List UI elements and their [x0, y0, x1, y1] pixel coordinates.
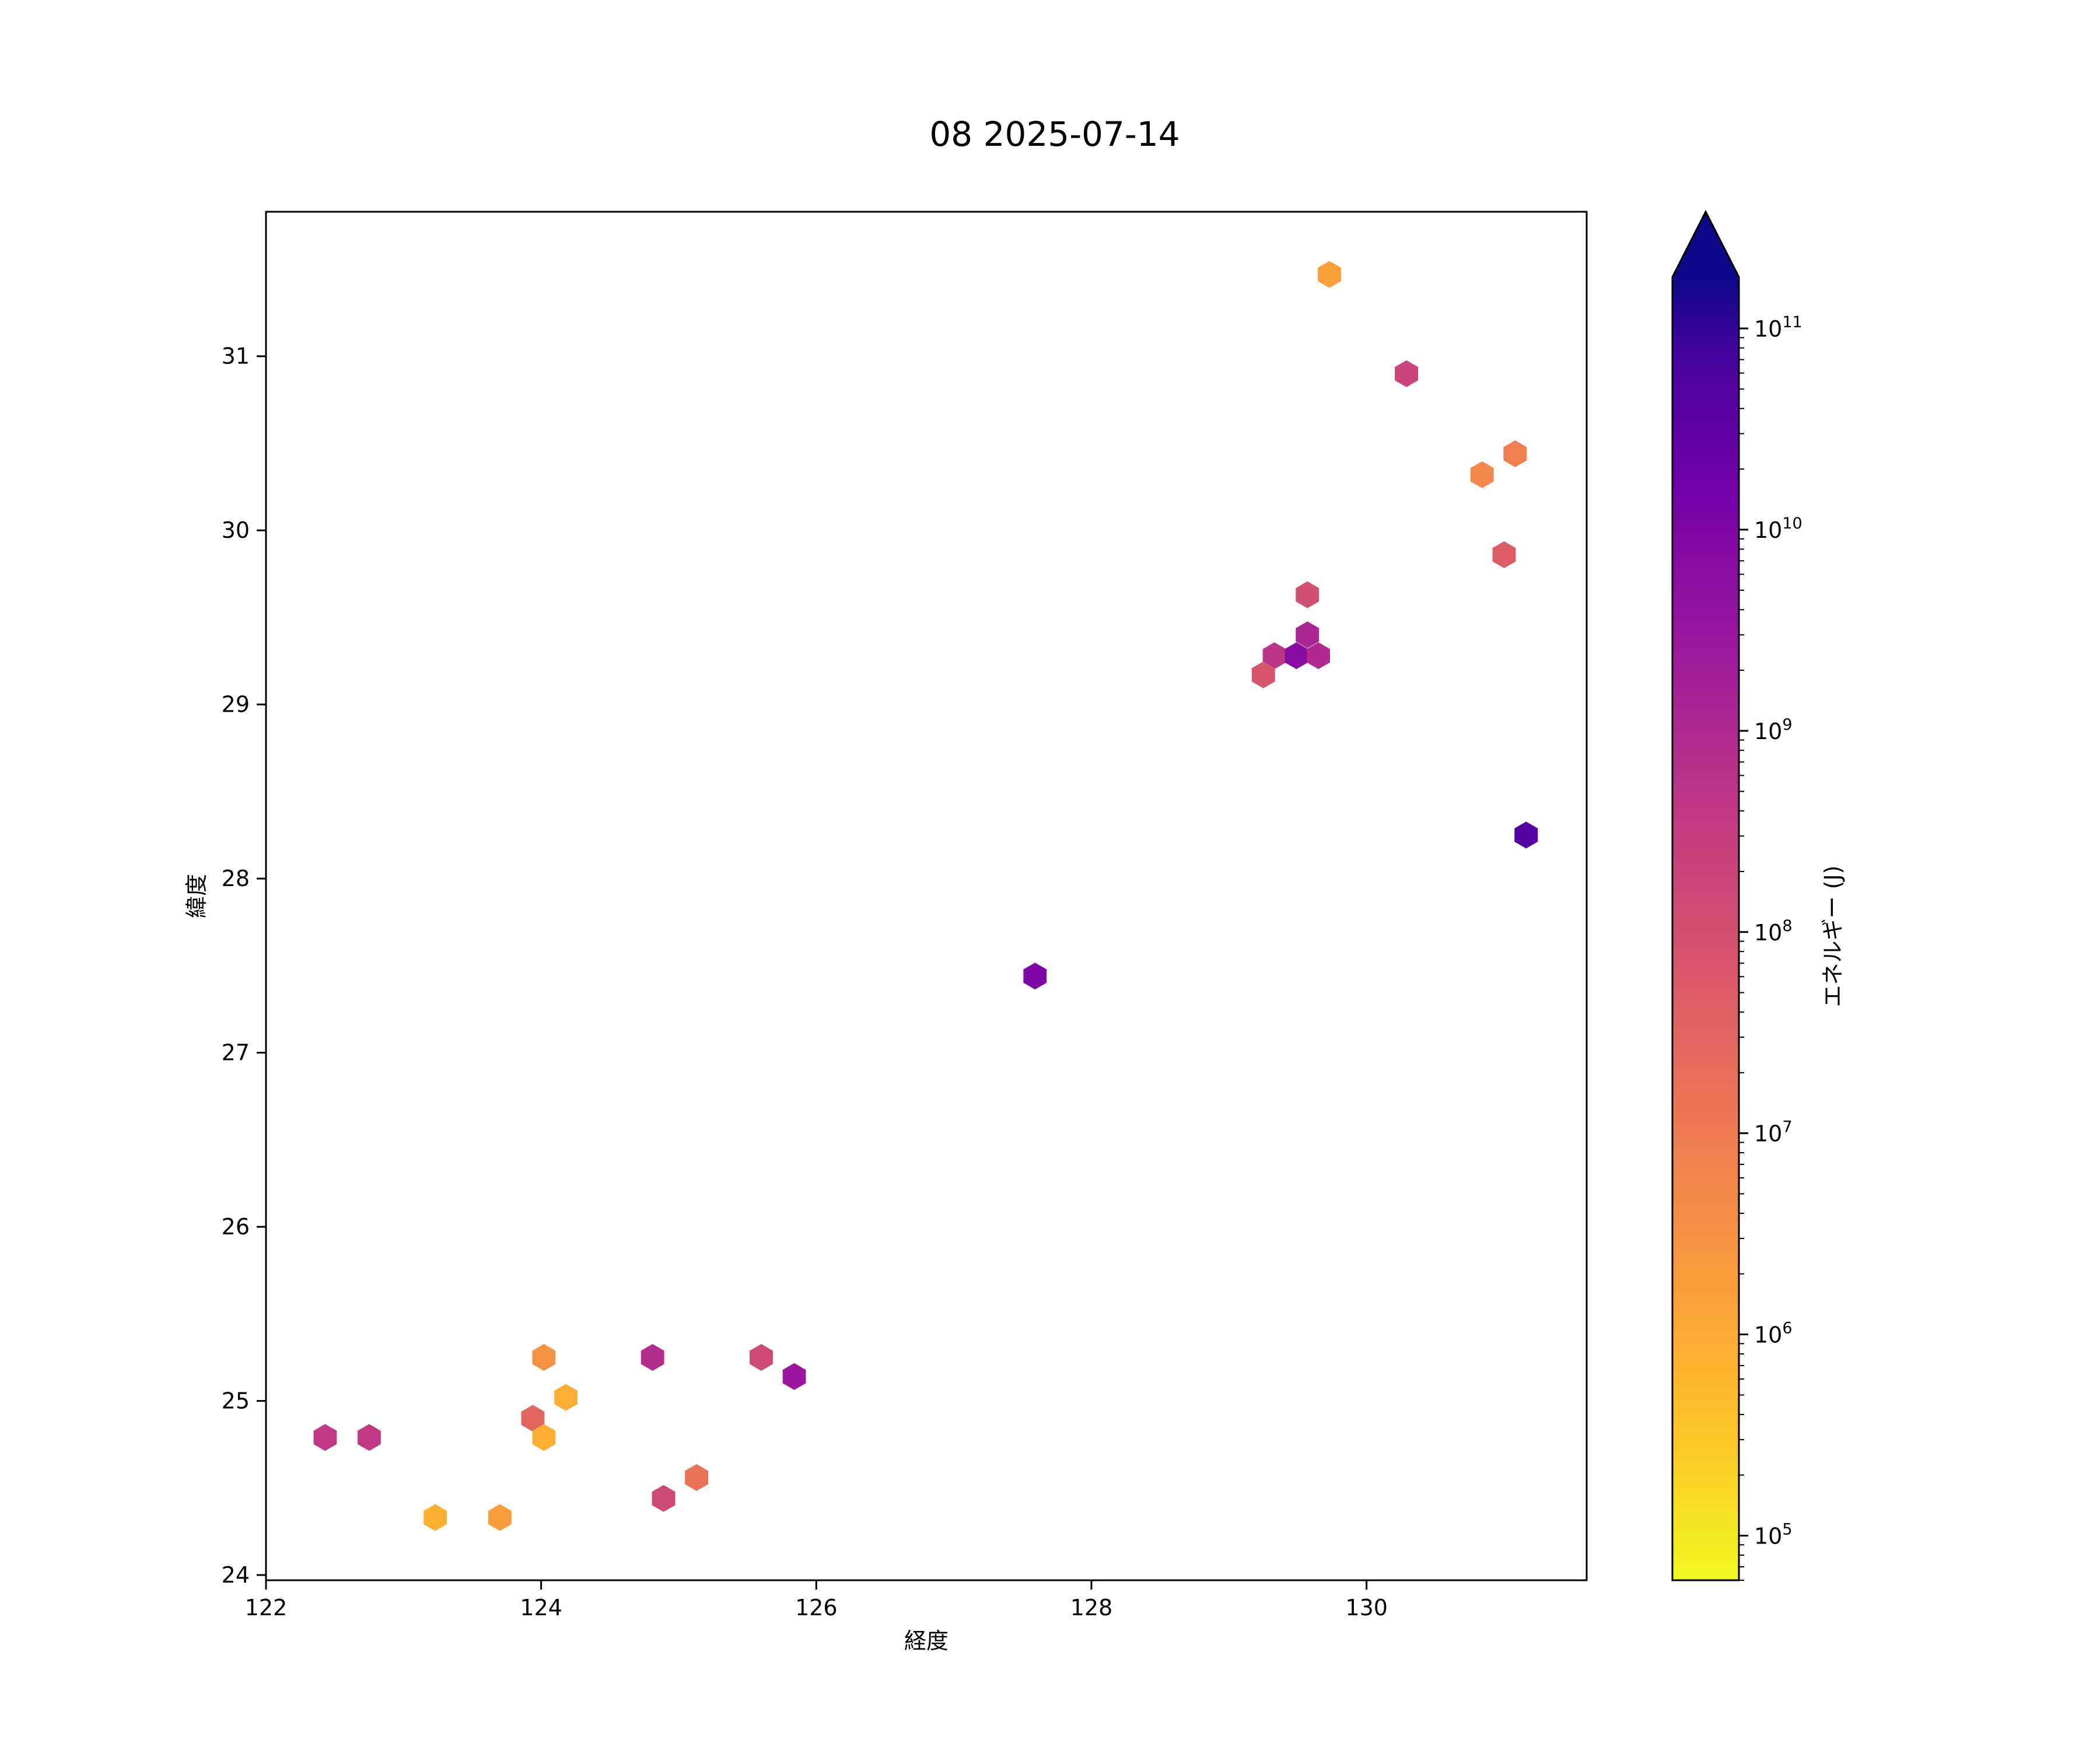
y-axis: 24 25 26 27 28 29 30 31 [222, 344, 266, 1588]
hex-bin-8 [1284, 642, 1308, 670]
x-axis: 122 124 126 128 130 [245, 1580, 1388, 1620]
colorbar-tick-exponent: 11 [1782, 313, 1802, 331]
y-tick-label: 24 [222, 1562, 250, 1588]
hex-bin-17 [554, 1384, 578, 1411]
y-tick-label: 30 [222, 517, 250, 543]
hex-layer [313, 261, 1538, 1531]
colorbar-tick-label: 1010 [1754, 514, 1803, 543]
colorbar-tick-exponent: 5 [1782, 1520, 1792, 1538]
colorbar-tick-exponent: 8 [1782, 917, 1792, 935]
x-tick-label: 130 [1345, 1595, 1388, 1620]
hex-bin-24 [424, 1504, 447, 1531]
x-axis-label: 経度 [904, 1628, 949, 1654]
hex-bin-25 [488, 1504, 512, 1531]
hex-bin-11 [1514, 821, 1538, 849]
colorbar-tick-exponent: 9 [1782, 716, 1792, 734]
x-tick-label: 126 [795, 1595, 838, 1620]
x-tick-label: 124 [520, 1595, 562, 1620]
hex-bin-18 [521, 1405, 545, 1432]
hex-bin-3 [1470, 461, 1494, 488]
hex-bin-16 [782, 1363, 806, 1390]
colorbar [1672, 277, 1739, 1580]
hex-bin-4 [1492, 541, 1516, 568]
y-tick-label: 28 [222, 866, 250, 891]
colorbar-label: エネルギー (J) [1820, 866, 1846, 1007]
y-axis-label: 緯度 [184, 874, 209, 918]
hex-bin-19 [313, 1424, 337, 1451]
colorbar-tick-exponent: 10 [1782, 514, 1802, 533]
hex-bin-0 [1318, 261, 1341, 288]
hex-bin-21 [532, 1424, 556, 1451]
colorbar-tick-exponent: 6 [1782, 1320, 1792, 1338]
hex-bin-1 [1395, 360, 1418, 387]
hex-bin-23 [652, 1485, 676, 1512]
hex-bin-2 [1503, 440, 1527, 467]
hex-bin-15 [750, 1344, 773, 1371]
colorbar-tick-label: 108 [1754, 917, 1793, 946]
x-tick-label: 128 [1070, 1595, 1113, 1620]
y-tick-label: 31 [222, 344, 250, 369]
hex-bin-13 [532, 1344, 556, 1371]
hex-bin-7 [1262, 642, 1286, 670]
x-tick-label: 122 [245, 1595, 288, 1620]
hex-bin-9 [1307, 642, 1330, 670]
colorbar-extend-arrow [1672, 212, 1739, 277]
hex-bin-20 [358, 1424, 381, 1451]
y-tick-label: 26 [222, 1214, 250, 1240]
plot-frame [265, 211, 1588, 1581]
colorbar-outline [1671, 209, 1740, 1581]
hex-bin-10 [1251, 661, 1275, 688]
hex-bin-14 [640, 1344, 664, 1371]
y-tick-label: 25 [222, 1388, 250, 1414]
y-tick-label: 27 [222, 1040, 250, 1066]
chart-title: 08 2025-07-14 [929, 114, 1180, 154]
hex-bin-22 [685, 1464, 709, 1491]
hex-bin-6 [1296, 621, 1320, 649]
colorbar-tick-exponent: 7 [1782, 1118, 1792, 1136]
hex-bin-12 [1023, 963, 1047, 990]
hex-bin-5 [1296, 581, 1320, 608]
y-tick-label: 29 [222, 692, 250, 718]
